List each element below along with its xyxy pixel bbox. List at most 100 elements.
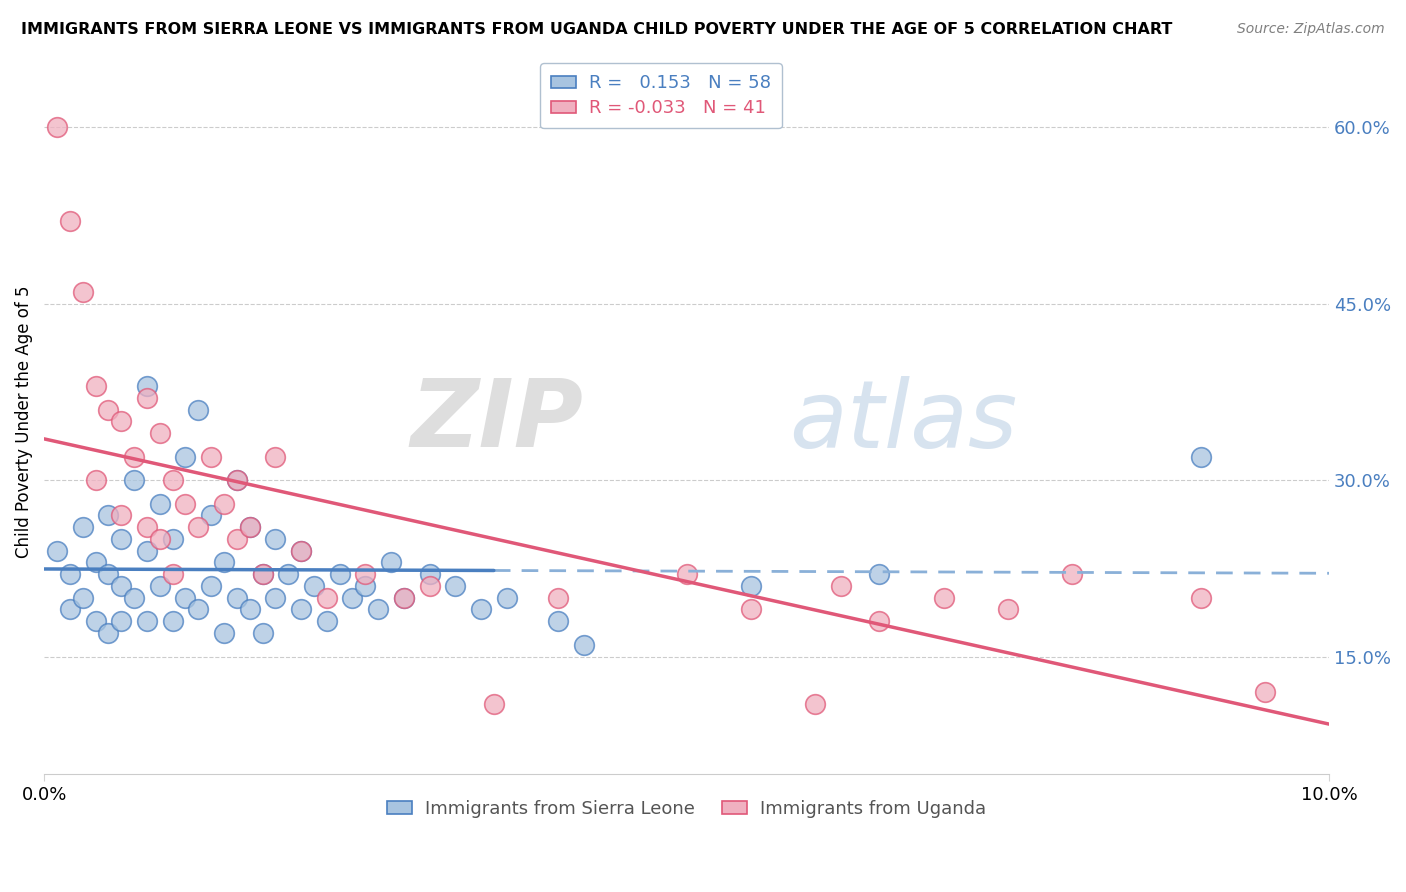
Point bbox=[59, 567, 82, 582]
Point bbox=[329, 567, 352, 582]
Point bbox=[59, 602, 82, 616]
Point bbox=[740, 579, 762, 593]
Point bbox=[315, 614, 337, 628]
Point bbox=[290, 602, 312, 616]
Point bbox=[290, 543, 312, 558]
Text: ZIP: ZIP bbox=[411, 376, 583, 467]
Point bbox=[225, 532, 247, 546]
Point bbox=[97, 626, 120, 640]
Y-axis label: Child Poverty Under the Age of 5: Child Poverty Under the Age of 5 bbox=[15, 285, 32, 558]
Point bbox=[482, 697, 505, 711]
Point bbox=[187, 602, 209, 616]
Point bbox=[354, 567, 377, 582]
Point bbox=[174, 450, 197, 464]
Point bbox=[470, 602, 492, 616]
Point bbox=[187, 402, 209, 417]
Point bbox=[290, 543, 312, 558]
Point bbox=[380, 556, 402, 570]
Point bbox=[135, 520, 157, 534]
Point bbox=[135, 379, 157, 393]
Point bbox=[97, 508, 120, 523]
Point bbox=[572, 638, 595, 652]
Point bbox=[495, 591, 517, 605]
Point bbox=[932, 591, 955, 605]
Point bbox=[804, 697, 827, 711]
Text: Source: ZipAtlas.com: Source: ZipAtlas.com bbox=[1237, 22, 1385, 37]
Point bbox=[162, 614, 184, 628]
Point bbox=[547, 591, 569, 605]
Point bbox=[212, 626, 235, 640]
Point bbox=[110, 532, 132, 546]
Point bbox=[444, 579, 467, 593]
Point bbox=[46, 120, 69, 135]
Point bbox=[174, 591, 197, 605]
Point bbox=[252, 626, 274, 640]
Point bbox=[174, 497, 197, 511]
Point bbox=[868, 614, 890, 628]
Point bbox=[149, 532, 172, 546]
Point bbox=[354, 579, 377, 593]
Point bbox=[264, 450, 287, 464]
Point bbox=[110, 579, 132, 593]
Point bbox=[675, 567, 697, 582]
Point bbox=[59, 214, 82, 228]
Point bbox=[302, 579, 325, 593]
Point bbox=[135, 614, 157, 628]
Point bbox=[315, 591, 337, 605]
Point bbox=[149, 426, 172, 441]
Point bbox=[1189, 450, 1212, 464]
Point bbox=[149, 497, 172, 511]
Point bbox=[122, 591, 145, 605]
Point bbox=[149, 579, 172, 593]
Point bbox=[72, 591, 94, 605]
Point bbox=[162, 567, 184, 582]
Point bbox=[110, 414, 132, 428]
Text: IMMIGRANTS FROM SIERRA LEONE VS IMMIGRANTS FROM UGANDA CHILD POVERTY UNDER THE A: IMMIGRANTS FROM SIERRA LEONE VS IMMIGRAN… bbox=[21, 22, 1173, 37]
Point bbox=[547, 614, 569, 628]
Point bbox=[122, 473, 145, 487]
Point bbox=[264, 532, 287, 546]
Point bbox=[264, 591, 287, 605]
Point bbox=[162, 473, 184, 487]
Point bbox=[84, 614, 107, 628]
Point bbox=[84, 379, 107, 393]
Point bbox=[239, 602, 262, 616]
Point bbox=[239, 520, 262, 534]
Point bbox=[135, 391, 157, 405]
Point bbox=[225, 591, 247, 605]
Point bbox=[162, 532, 184, 546]
Text: atlas: atlas bbox=[789, 376, 1018, 467]
Point bbox=[46, 543, 69, 558]
Point bbox=[84, 473, 107, 487]
Point bbox=[200, 450, 222, 464]
Point bbox=[72, 285, 94, 299]
Point bbox=[110, 508, 132, 523]
Point bbox=[392, 591, 415, 605]
Point bbox=[212, 556, 235, 570]
Point bbox=[187, 520, 209, 534]
Point bbox=[997, 602, 1019, 616]
Point bbox=[122, 450, 145, 464]
Point bbox=[72, 520, 94, 534]
Point bbox=[212, 497, 235, 511]
Point bbox=[135, 543, 157, 558]
Point bbox=[868, 567, 890, 582]
Point bbox=[419, 579, 441, 593]
Point bbox=[110, 614, 132, 628]
Point bbox=[277, 567, 299, 582]
Point bbox=[252, 567, 274, 582]
Point bbox=[830, 579, 852, 593]
Point bbox=[392, 591, 415, 605]
Legend: Immigrants from Sierra Leone, Immigrants from Uganda: Immigrants from Sierra Leone, Immigrants… bbox=[380, 793, 993, 825]
Point bbox=[1254, 685, 1277, 699]
Point bbox=[200, 508, 222, 523]
Point bbox=[367, 602, 389, 616]
Point bbox=[97, 567, 120, 582]
Point bbox=[225, 473, 247, 487]
Point bbox=[200, 579, 222, 593]
Point bbox=[252, 567, 274, 582]
Point bbox=[239, 520, 262, 534]
Point bbox=[225, 473, 247, 487]
Point bbox=[84, 556, 107, 570]
Point bbox=[419, 567, 441, 582]
